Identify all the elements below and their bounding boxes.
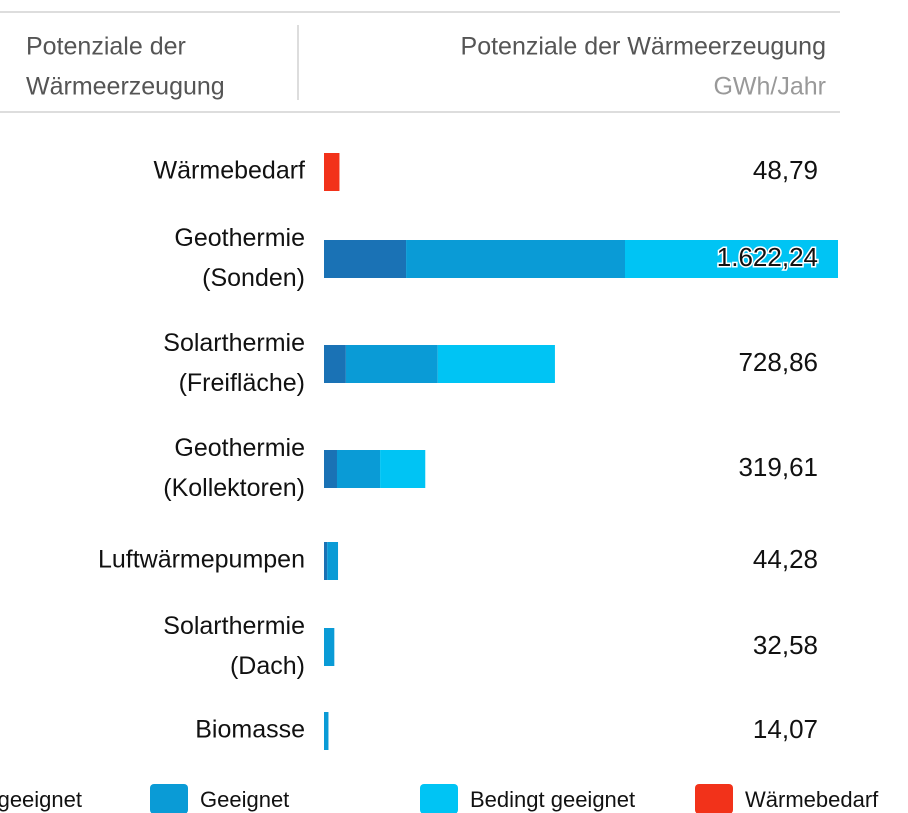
value-label: 48,79 — [753, 155, 818, 185]
bar-segment — [406, 240, 626, 278]
category-line: Solarthermie — [163, 329, 305, 357]
value-label: 728,86 — [738, 347, 818, 377]
bar-segment — [324, 345, 346, 383]
category-line: (Dach) — [230, 652, 305, 680]
header-unit: GWh/Jahr — [713, 73, 826, 101]
legend-swatch — [150, 784, 188, 813]
bar-segment — [336, 450, 381, 488]
category-label: Biomasse — [195, 716, 305, 744]
header-left: Potenziale der — [26, 33, 186, 61]
category-line: (Freifläche) — [179, 369, 305, 397]
legend-swatch — [420, 784, 458, 813]
header-title: Potenziale der Wärmeerzeugung — [461, 33, 826, 61]
category-line: Geothermie — [174, 434, 305, 462]
bar-segment — [625, 240, 838, 278]
bar-segment — [324, 153, 340, 191]
bar-segment — [327, 542, 339, 580]
value-label: 319,61 — [738, 452, 818, 482]
value-label: 14,07 — [753, 714, 818, 744]
header-left: Wärmeerzeugung — [26, 73, 225, 101]
bar-segment — [324, 450, 337, 488]
category-label: Solarthermie (Freifläche) — [163, 329, 305, 397]
bar-segment — [324, 542, 328, 580]
bar-segment — [345, 345, 438, 383]
value-label: 1.622,24 — [717, 242, 818, 272]
bar-segment — [324, 712, 329, 750]
category-line: (Sonden) — [202, 264, 305, 292]
legend-label: Bedingt geeignet — [470, 787, 635, 812]
category-label: Geothermie (Sonden) — [174, 224, 305, 292]
bar-segment — [380, 450, 426, 488]
category-label: Wärmebedarf — [154, 157, 305, 185]
legend-label: Geeignet — [200, 787, 289, 812]
bar-segment — [437, 345, 555, 383]
bar-segment — [324, 628, 335, 666]
value-label: 44,28 — [753, 544, 818, 574]
category-line: Geothermie — [174, 224, 305, 252]
value-label: 32,58 — [753, 630, 818, 660]
legend-swatch — [695, 784, 733, 813]
bar-segment — [324, 240, 407, 278]
legend-label: Wärmebedarf — [745, 787, 879, 812]
category-line: Solarthermie — [163, 612, 305, 640]
category-label: Luftwärmepumpen — [98, 546, 305, 574]
category-label: Solarthermie (Dach) — [163, 612, 305, 680]
category-line: (Kollektoren) — [163, 474, 305, 502]
category-label: Geothermie (Kollektoren) — [163, 434, 305, 502]
legend-label: geeignet — [0, 787, 82, 812]
